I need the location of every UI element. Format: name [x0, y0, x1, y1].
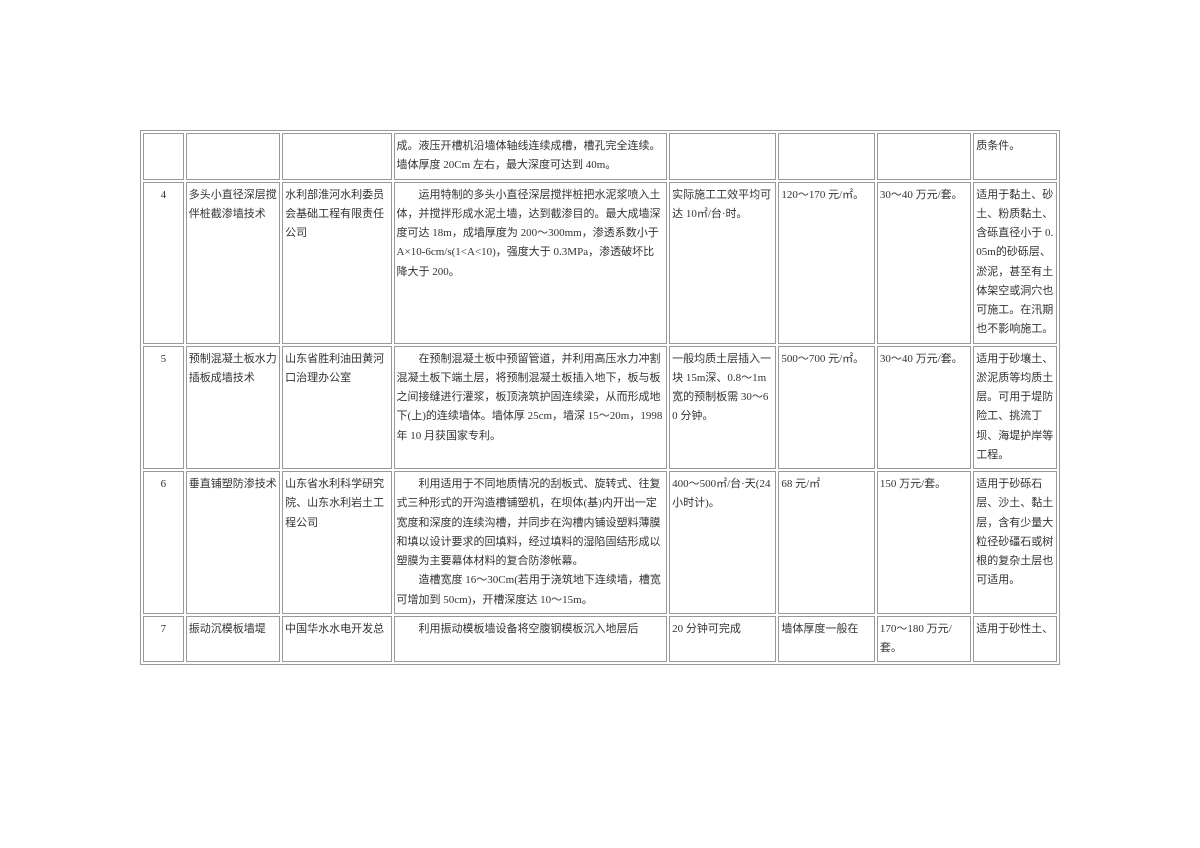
table-row: 成。液压开槽机沿墙体轴线连续成槽，槽孔完全连续。墙体厚度 20Cm 左右，最大深… — [143, 133, 1057, 180]
description: 在预制混凝土板中预留管道，并利用高压水力冲割混凝土板下端土层，将预制混凝土板插入… — [394, 346, 668, 470]
description: 成。液压开槽机沿墙体轴线连续成槽，槽孔完全连续。墙体厚度 20Cm 左右，最大深… — [394, 133, 668, 180]
data-table: 成。液压开槽机沿墙体轴线连续成槽，槽孔完全连续。墙体厚度 20Cm 左右，最大深… — [140, 130, 1060, 665]
equipment-cost — [877, 133, 971, 180]
applicability: 适用于砂性土、 — [973, 616, 1057, 663]
description: 利用振动模板墙设备将空腹钢模板沉入地层后 — [394, 616, 668, 663]
row-number — [143, 133, 184, 180]
unit-cost: 120～170 元/㎡。 — [778, 182, 875, 344]
equipment-cost: 170～180 万元/套。 — [877, 616, 971, 663]
row-number: 7 — [143, 616, 184, 663]
unit-cost: 68 元/㎡ — [778, 471, 875, 614]
row-number: 6 — [143, 471, 184, 614]
unit-cost: 500～700 元/㎡。 — [778, 346, 875, 470]
organization: 水利部淮河水利委员会基础工程有限责任公司 — [282, 182, 391, 344]
efficiency: 实际施工工效平均可达 10㎡/台·时。 — [669, 182, 776, 344]
equipment-cost: 30～40 万元/套。 — [877, 346, 971, 470]
efficiency: 20 分钟可完成 — [669, 616, 776, 663]
table-row: 7振动沉模板墙堤中国华水水电开发总 利用振动模板墙设备将空腹钢模板沉入地层后20… — [143, 616, 1057, 663]
efficiency — [669, 133, 776, 180]
tech-name: 振动沉模板墙堤 — [186, 616, 280, 663]
row-number: 4 — [143, 182, 184, 344]
table-row: 5预制混凝土板水力插板成墙技术山东省胜利油田黄河口治理办公室 在预制混凝土板中预… — [143, 346, 1057, 470]
efficiency: 400～500㎡/台·天(24 小时计)。 — [669, 471, 776, 614]
organization — [282, 133, 391, 180]
applicability: 质条件。 — [973, 133, 1057, 180]
description: 运用特制的多头小直径深层搅拌桩把水泥浆喷入土体，并搅拌形成水泥土墙，达到截渗目的… — [394, 182, 668, 344]
applicability: 适用于黏土、砂土、粉质黏土、含砾直径小于 0.05m的砂砾层、淤泥，甚至有土体架… — [973, 182, 1057, 344]
equipment-cost: 150 万元/套。 — [877, 471, 971, 614]
tech-name: 多头小直径深层搅伴桩截渗墙技术 — [186, 182, 280, 344]
unit-cost: 墙体厚度一般在 — [778, 616, 875, 663]
tech-name: 预制混凝土板水力插板成墙技术 — [186, 346, 280, 470]
applicability: 适用于砂壤土、淤泥质等均质土层。可用于堤防险工、挑流丁坝、海堤护岸等工程。 — [973, 346, 1057, 470]
description: 利用适用于不同地质情况的刮板式、旋转式、往复式三种形式的开沟造槽铺塑机，在坝体(… — [394, 471, 668, 614]
organization: 山东省水利科学研究院、山东水利岩土工程公司 — [282, 471, 391, 614]
equipment-cost: 30～40 万元/套。 — [877, 182, 971, 344]
unit-cost — [778, 133, 875, 180]
table-row: 6垂直铺塑防渗技术山东省水利科学研究院、山东水利岩土工程公司 利用适用于不同地质… — [143, 471, 1057, 614]
organization: 山东省胜利油田黄河口治理办公室 — [282, 346, 391, 470]
tech-name — [186, 133, 280, 180]
organization: 中国华水水电开发总 — [282, 616, 391, 663]
tech-name: 垂直铺塑防渗技术 — [186, 471, 280, 614]
applicability: 适用于砂砾石层、沙土、黏土层，含有少量大粒径砂礓石或树根的复杂土层也可适用。 — [973, 471, 1057, 614]
efficiency: 一般均质土层插入一块 15m深、0.8～1m宽的预制板需 30～60 分钟。 — [669, 346, 776, 470]
row-number: 5 — [143, 346, 184, 470]
table-row: 4多头小直径深层搅伴桩截渗墙技术水利部淮河水利委员会基础工程有限责任公司 运用特… — [143, 182, 1057, 344]
